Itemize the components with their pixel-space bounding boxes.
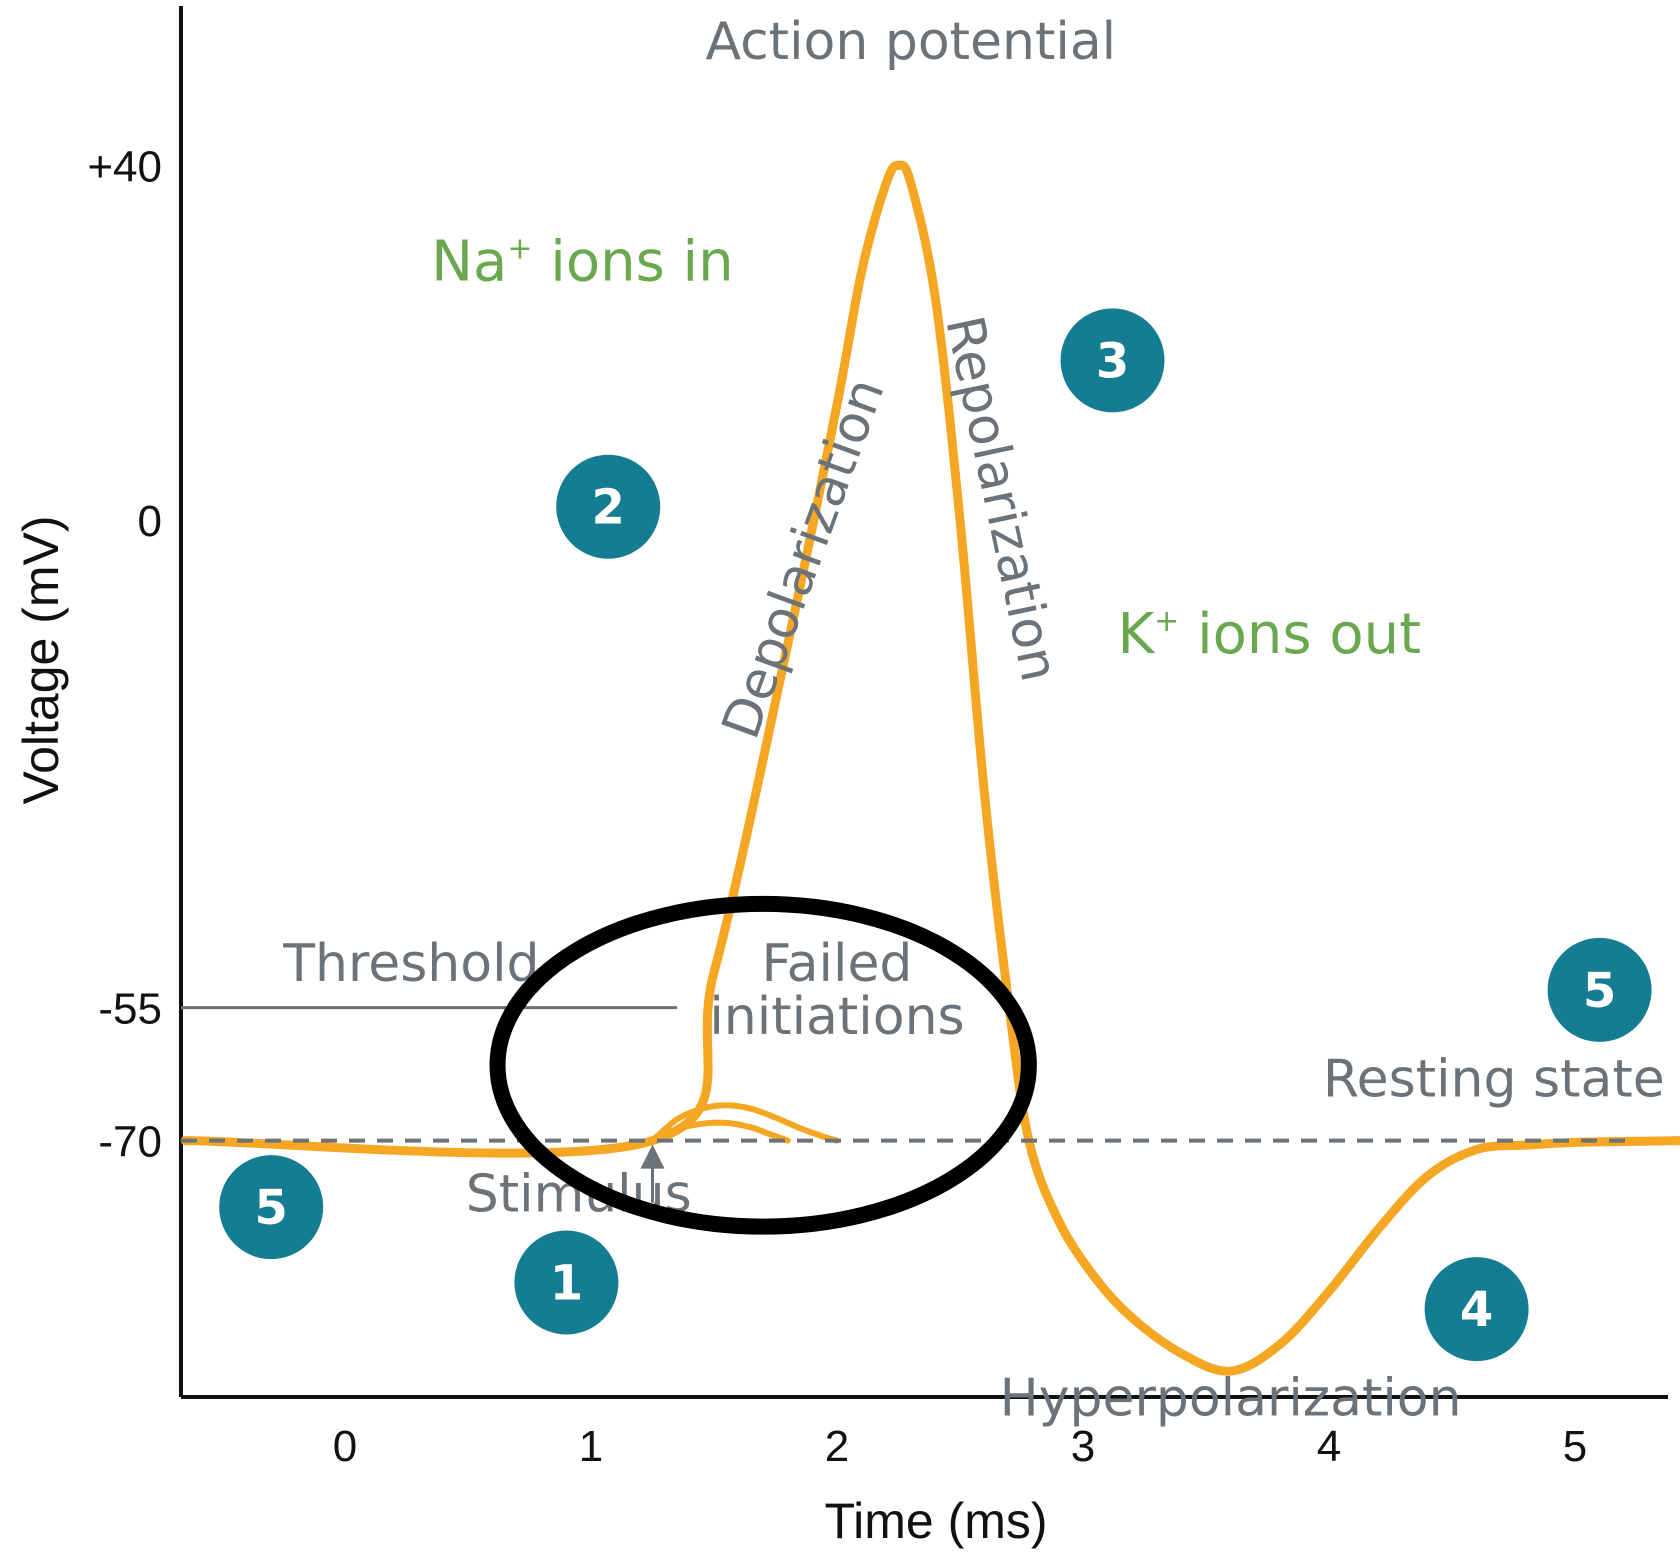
ion-symbol: Na bbox=[431, 230, 507, 295]
stimulus-arrow bbox=[640, 1144, 665, 1203]
y-tick-label: 0 bbox=[138, 497, 162, 546]
y-tick-labels: +40 0 -55 -70 bbox=[87, 142, 162, 1166]
curves bbox=[180, 160, 1680, 1376]
action-potential-curve bbox=[180, 160, 1680, 1376]
ion-label: K+ ions out bbox=[1117, 602, 1421, 667]
annotation-initiations: initiations bbox=[709, 987, 964, 1047]
x-axis-label: Time (ms) bbox=[824, 1493, 1047, 1549]
ion-label: Na+ ions in bbox=[431, 230, 733, 295]
x-tick-label: 4 bbox=[1317, 1422, 1341, 1471]
annotation-hyperpolarization: Hyperpolarization bbox=[1000, 1368, 1462, 1428]
x-tick-label: 2 bbox=[825, 1422, 849, 1471]
x-tick-label: 3 bbox=[1071, 1422, 1095, 1471]
y-axis-label: Voltage (mV) bbox=[13, 515, 69, 804]
stimulus-arrow-head bbox=[640, 1144, 665, 1169]
axes bbox=[179, 6, 1668, 1399]
phase-badge-4 bbox=[1424, 1257, 1529, 1362]
x-tick-label: 0 bbox=[333, 1422, 357, 1471]
failed-initiation-curve bbox=[649, 1119, 791, 1144]
phase-badge-label: 4 bbox=[1460, 1282, 1493, 1338]
phase-badge-label: 1 bbox=[550, 1255, 583, 1311]
failed-initiation-curve bbox=[649, 1102, 840, 1144]
x-tick-label: 1 bbox=[579, 1422, 603, 1471]
ion-direction: ions out bbox=[1179, 602, 1421, 667]
phase-badge-label: 3 bbox=[1096, 333, 1129, 389]
highlight-layer bbox=[489, 895, 1037, 1235]
ion-labels: Na+ ions inK+ ions out bbox=[431, 230, 1421, 667]
annotation-action-potential: Action potential bbox=[705, 12, 1116, 72]
phase-badge-1 bbox=[514, 1230, 619, 1335]
x-tick-label: 5 bbox=[1563, 1422, 1587, 1471]
x-tick-labels: 0 1 2 3 4 5 bbox=[333, 1422, 1587, 1471]
annotation-threshold: Threshold bbox=[282, 934, 539, 994]
y-tick-label: -55 bbox=[98, 985, 162, 1034]
ion-direction: ions in bbox=[532, 230, 733, 295]
ion-symbol: K bbox=[1117, 602, 1155, 667]
highlight-ellipse bbox=[489, 895, 1037, 1235]
annotation-resting-state: Resting state bbox=[1323, 1049, 1665, 1109]
annotation-failed: Failed bbox=[762, 934, 913, 994]
phase-badges: 1 2 3 4 5 5 bbox=[219, 308, 1652, 1362]
phase-badge-5 bbox=[1547, 937, 1652, 1042]
phase-badge-3 bbox=[1060, 308, 1165, 413]
phase-badge-2 bbox=[556, 454, 661, 559]
ion-charge: + bbox=[507, 232, 532, 267]
y-tick-label: +40 bbox=[87, 142, 162, 191]
phase-badge-5 bbox=[219, 1155, 324, 1260]
ion-charge: + bbox=[1154, 604, 1179, 639]
y-tick-label: -70 bbox=[98, 1118, 162, 1167]
annotation-depolarization: Depolarization bbox=[711, 371, 897, 747]
phase-badge-label: 2 bbox=[592, 480, 625, 536]
phase-badge-label: 5 bbox=[254, 1180, 287, 1236]
phase-badge-label: 5 bbox=[1583, 963, 1616, 1019]
